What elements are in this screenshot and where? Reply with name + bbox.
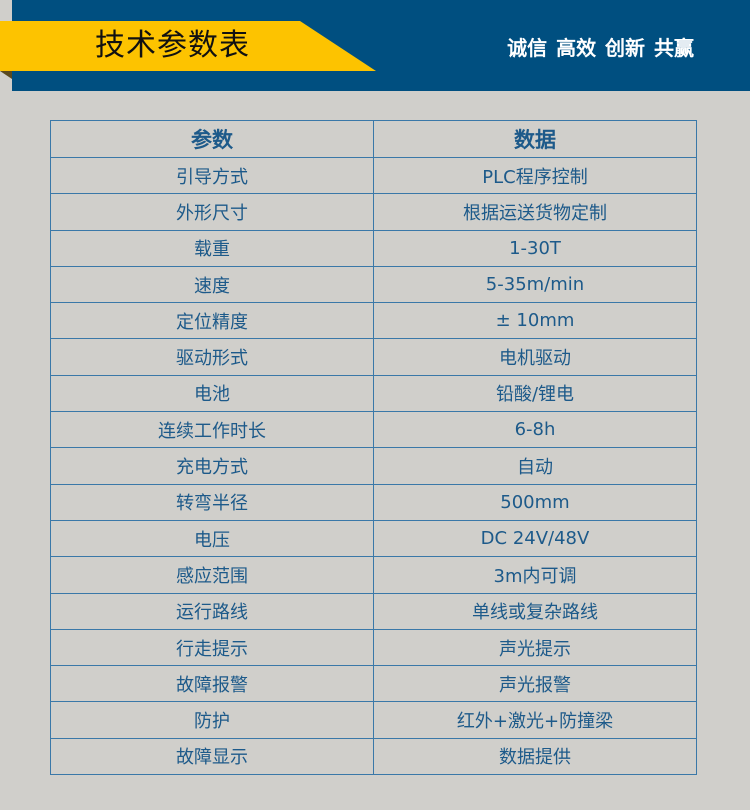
column-header-value: 数据: [373, 120, 697, 158]
parameter-cell: 连续工作时长: [50, 411, 374, 449]
page-title: 技术参数表: [95, 28, 250, 63]
table-row: 运行路线 单线或复杂路线: [50, 592, 697, 630]
spec-table: 参数 数据 引导方式 PLC程序控制 外形尺寸 根据运送货物定制 载重 1-30T 速度 5-…: [50, 120, 697, 776]
parameter-cell: 驱动形式: [50, 338, 374, 376]
value-cell: 声光提示: [373, 628, 697, 667]
value-cell: 1-30T: [373, 229, 697, 267]
parameter-cell: 转弯半径: [50, 483, 374, 521]
parameter-cell: 行走提示: [50, 628, 374, 667]
parameter-cell: 外形尺寸: [50, 193, 374, 231]
table-header-row: 参数 数据: [50, 120, 697, 158]
table-row: 连续工作时长 6-8h: [50, 411, 697, 449]
table-row: 故障显示 数据提供: [50, 737, 697, 776]
table-row: 定位精度 ± 10mm: [50, 302, 697, 340]
table-row: 防护 红外+激光+防撞梁: [50, 701, 697, 739]
parameter-cell: 故障显示: [50, 737, 374, 776]
value-cell: DC 24V/48V: [373, 519, 697, 558]
banner-fold: [0, 71, 12, 79]
value-cell: 铅酸/锂电: [373, 374, 697, 413]
table-row: 电池 铅酸/锂电: [50, 374, 697, 413]
parameter-cell: 故障报警: [50, 665, 374, 703]
column-header-parameter: 参数: [50, 120, 374, 158]
parameter-cell: 电池: [50, 374, 374, 413]
table-row: 引导方式 PLC程序控制: [50, 156, 697, 195]
parameter-cell: 载重: [50, 229, 374, 267]
table-row: 电压 DC 24V/48V: [50, 519, 697, 558]
value-cell: PLC程序控制: [373, 156, 697, 195]
value-cell: 单线或复杂路线: [373, 592, 697, 630]
value-cell: 5-35m/min: [373, 265, 697, 304]
value-cell: 红外+激光+防撞梁: [373, 701, 697, 739]
value-cell: 根据运送货物定制: [373, 193, 697, 231]
table-row: 感应范围 3m内可调: [50, 556, 697, 594]
parameter-cell: 防护: [50, 701, 374, 739]
table-row: 载重 1-30T: [50, 229, 697, 267]
value-cell: 数据提供: [373, 737, 697, 776]
table-row: 行走提示 声光提示: [50, 628, 697, 667]
parameter-cell: 速度: [50, 265, 374, 304]
parameter-cell: 电压: [50, 519, 374, 558]
slogan: 诚信 高效 创新 共赢: [507, 36, 694, 60]
value-cell: 声光报警: [373, 665, 697, 703]
value-cell: 3m内可调: [373, 556, 697, 594]
table-row: 驱动形式 电机驱动: [50, 338, 697, 376]
table-row: 转弯半径 500mm: [50, 483, 697, 521]
table-row: 充电方式 自动: [50, 447, 697, 485]
value-cell: ± 10mm: [373, 302, 697, 340]
table-row: 故障报警 声光报警: [50, 665, 697, 703]
parameter-cell: 充电方式: [50, 447, 374, 485]
table-row: 速度 5-35m/min: [50, 265, 697, 304]
parameter-cell: 运行路线: [50, 592, 374, 630]
table-row: 外形尺寸 根据运送货物定制: [50, 193, 697, 231]
value-cell: 电机驱动: [373, 338, 697, 376]
value-cell: 500mm: [373, 483, 697, 521]
parameter-cell: 引导方式: [50, 156, 374, 195]
value-cell: 6-8h: [373, 411, 697, 449]
parameter-cell: 感应范围: [50, 556, 374, 594]
parameter-cell: 定位精度: [50, 302, 374, 340]
value-cell: 自动: [373, 447, 697, 485]
